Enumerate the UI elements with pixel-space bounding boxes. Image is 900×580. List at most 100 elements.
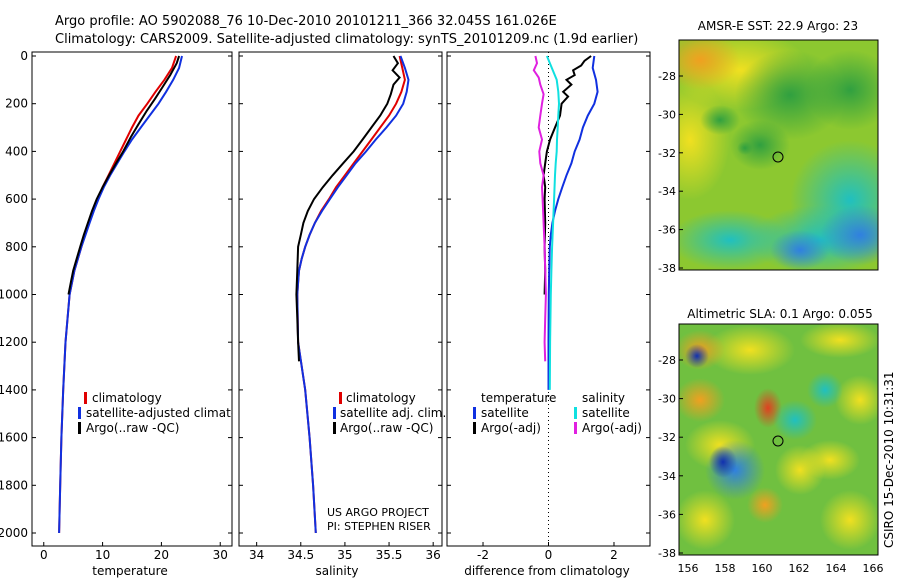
sla-yticks: -28 -30 -32 -34 -36 -38 — [658, 354, 683, 560]
x-tick-label: 35.5 — [376, 548, 403, 562]
legend-swatch-satellite — [78, 407, 81, 419]
x-tick-label: 2 — [610, 548, 618, 562]
series-line-argo-raw-qc- — [67, 55, 181, 295]
credit-project: US ARGO PROJECT — [327, 506, 429, 519]
x-tick-label: 0 — [545, 548, 553, 562]
legend-label-temp-satellite: satellite — [481, 406, 529, 420]
map-y-tick-label: -30 — [658, 393, 676, 406]
x-tick-label: 10 — [95, 548, 110, 562]
depth-tick-label: 1400 — [0, 383, 28, 397]
legend-label-climatology: climatology — [346, 391, 416, 405]
series-line-argo-raw-qc- — [295, 55, 401, 362]
map-y-tick-label: -36 — [658, 224, 676, 237]
x-tick-label: -2 — [477, 548, 489, 562]
depth-tick-label: 1000 — [0, 288, 28, 302]
map-x-tick-label: 166 — [863, 562, 884, 575]
legend-label-satellite: satellite adj. clim. — [340, 406, 446, 420]
sla-map — [679, 324, 878, 555]
depth-tick-label: 2000 — [0, 526, 28, 540]
series-line-salinity-satellite — [545, 55, 561, 390]
sla-argo-marker — [772, 435, 784, 447]
sla-map-title: Altimetric SLA: 0.1 Argo: 0.055 — [687, 307, 872, 321]
depth-tick-label: 400 — [5, 144, 28, 158]
temperature-xticks: 0 10 20 30 — [40, 542, 228, 562]
salinity-xticks: 34 34.5 35 35.5 36 — [249, 542, 441, 562]
series-line-temperature-satellite — [547, 55, 599, 390]
map-y-tick-label: -30 — [658, 108, 676, 121]
map-x-tick-label: 156 — [678, 562, 699, 575]
difference-xticks: -2 0 2 — [477, 542, 618, 562]
map-x-tick-label: 158 — [715, 562, 736, 575]
legend-label-argo: Argo(..raw -QC) — [86, 421, 179, 435]
legend-label-temp-argo: Argo(-adj) — [481, 421, 541, 435]
map-y-tick-label: -32 — [658, 147, 676, 160]
map-y-tick-label: -28 — [658, 354, 676, 367]
salinity-panel-frame — [238, 51, 443, 547]
salinity-xlabel: salinity — [315, 564, 358, 578]
depth-tick-label: 0 — [20, 49, 28, 63]
map-y-tick-label: -36 — [658, 508, 676, 521]
difference-xlabel: difference from climatology — [464, 564, 630, 578]
map-y-tick-label: -38 — [658, 262, 676, 275]
series-line-satellite-adjusted-climatology — [58, 55, 183, 534]
x-tick-label: 36 — [426, 548, 441, 562]
salinity-series — [295, 55, 410, 534]
legend-header-temperature: temperature — [481, 391, 556, 405]
legend-swatch-climatology — [84, 392, 87, 404]
header-line-1: Argo profile: AO 5902088_76 10-Dec-2010 … — [55, 14, 557, 29]
map-x-tick-label: 160 — [752, 562, 773, 575]
difference-legend: temperature salinity satellite Argo(-adj… — [473, 391, 642, 435]
legend-swatch-argo — [333, 422, 336, 434]
series-line-salinity-argo-adj- — [532, 55, 547, 362]
depth-tick-label: 200 — [5, 97, 28, 111]
temperature-series — [58, 55, 183, 534]
map-x-tick-label: 162 — [789, 562, 810, 575]
depth-axis: 0 200 400 600 800 1000 1200 1400 1600 1800 2000 — [0, 49, 650, 540]
legend-swatch-argo — [78, 422, 81, 434]
legend-label-sal-argo: Argo(-adj) — [582, 421, 642, 435]
legend-swatch-temp-satellite — [473, 407, 476, 419]
side-label: CSIRO 15-Dec-2010 10:31:31 — [882, 371, 896, 548]
x-tick-label: 34.5 — [287, 548, 314, 562]
depth-tick-label: 1200 — [0, 335, 28, 349]
depth-tick-label: 1600 — [0, 431, 28, 445]
legend-label-satellite: satellite-adjusted climatology — [86, 406, 264, 420]
difference-series — [532, 55, 599, 390]
legend-swatch-climatology — [339, 392, 342, 404]
legend-label-argo: Argo(..raw -QC) — [340, 421, 433, 435]
legend-header-salinity: salinity — [582, 391, 625, 405]
x-tick-label: 20 — [154, 548, 169, 562]
x-tick-label: 30 — [213, 548, 228, 562]
x-tick-label: 34 — [249, 548, 264, 562]
sst-map-title: AMSR-E SST: 22.9 Argo: 23 — [698, 19, 858, 33]
sst-yticks: -28 -30 -32 -34 -36 -38 — [658, 70, 683, 275]
legend-swatch-sal-argo — [574, 422, 577, 434]
salinity-legend: climatology satellite adj. clim. Argo(..… — [327, 391, 446, 533]
map-y-tick-label: -28 — [658, 70, 676, 83]
sla-xticks: 156 158 160 162 164 166 — [678, 562, 884, 575]
depth-tick-label: 600 — [5, 192, 28, 206]
map-y-tick-label: -32 — [658, 431, 676, 444]
sst-map — [679, 40, 878, 270]
legend-swatch-satellite — [333, 407, 336, 419]
sst-argo-marker — [772, 151, 784, 163]
x-tick-label: 0 — [40, 548, 48, 562]
legend-label-climatology: climatology — [92, 391, 162, 405]
depth-tick-label: 1800 — [0, 478, 28, 492]
sla-map-frame — [678, 323, 879, 556]
map-x-tick-label: 164 — [826, 562, 847, 575]
temperature-xlabel: temperature — [92, 564, 167, 578]
map-y-tick-label: -34 — [658, 470, 676, 483]
legend-label-sal-satellite: satellite — [582, 406, 630, 420]
depth-tick-label: 800 — [5, 240, 28, 254]
x-tick-label: 35 — [337, 548, 352, 562]
map-y-tick-label: -34 — [658, 185, 676, 198]
sst-map-frame — [678, 39, 879, 271]
header-line-2: Climatology: CARS2009. Satellite-adjuste… — [55, 32, 638, 47]
legend-swatch-sal-satellite — [574, 407, 577, 419]
legend-swatch-temp-argo — [473, 422, 476, 434]
credit-pi: PI: STEPHEN RISER — [327, 520, 431, 533]
temperature-legend: climatology satellite-adjusted climatolo… — [78, 391, 264, 435]
map-y-tick-label: -38 — [658, 547, 676, 560]
